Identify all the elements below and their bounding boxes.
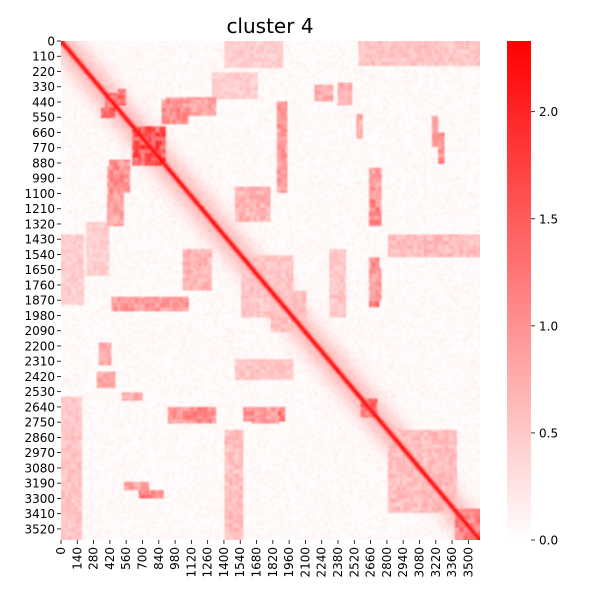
- y-tick-label: 1650: [24, 263, 55, 277]
- heatmap-plot-area: [61, 41, 480, 540]
- y-tick-label: 2750: [24, 416, 55, 430]
- x-tick-label: 3360: [445, 547, 459, 578]
- y-tick-label: 1210: [24, 202, 55, 216]
- x-tick-label: 280: [87, 547, 101, 570]
- y-tick-label: 3190: [24, 477, 55, 491]
- y-tick-label: 1870: [24, 294, 55, 308]
- x-tick-label: 420: [103, 547, 117, 570]
- y-tick-label: 2640: [24, 400, 55, 414]
- y-tick-label: 2530: [24, 385, 55, 399]
- y-tick-label: 2860: [24, 431, 55, 445]
- x-tick-label: 3080: [412, 547, 426, 578]
- x-axis: 0 140 280 420 560 700 840 980 1120 1260 1400 1540 16…: [54, 540, 475, 578]
- y-tick-label: 1980: [24, 309, 55, 323]
- y-tick-label: 2970: [24, 446, 55, 460]
- colorbar-tick-label: 1.5: [539, 212, 558, 226]
- x-tick-label: 2660: [364, 547, 378, 578]
- x-tick-label: 1120: [184, 547, 198, 578]
- y-tick-label: 1100: [24, 187, 55, 201]
- x-tick-label: 140: [70, 547, 84, 570]
- heatmap-cells: [61, 41, 480, 540]
- y-tick-label: 770: [32, 141, 55, 155]
- x-tick-label: 1680: [250, 547, 264, 578]
- x-tick-label: 700: [135, 547, 149, 570]
- x-tick-label: 2240: [315, 547, 329, 578]
- x-tick-label: 3500: [461, 547, 475, 578]
- y-tick-label: 2090: [24, 324, 55, 338]
- x-tick-label: 1820: [266, 547, 280, 578]
- y-tick-label: 1760: [24, 278, 55, 292]
- x-tick-label: 2100: [298, 547, 312, 578]
- y-tick-label: 3080: [24, 461, 55, 475]
- y-tick-label: 1320: [24, 217, 55, 231]
- x-tick-label: 560: [119, 547, 133, 570]
- x-tick-label: 1260: [201, 547, 215, 578]
- x-tick-label: 3220: [429, 547, 443, 578]
- colorbar-tick-label: 2.0: [539, 105, 558, 119]
- y-tick-label: 3300: [24, 492, 55, 506]
- x-tick-label: 2800: [380, 547, 394, 578]
- y-tick-label: 440: [32, 95, 55, 109]
- y-tick-label: 2200: [24, 339, 55, 353]
- y-tick-label: 660: [32, 126, 55, 140]
- y-tick-label: 220: [32, 65, 55, 79]
- y-tick-label: 550: [32, 111, 55, 125]
- y-tick-label: 880: [32, 156, 55, 170]
- x-tick-label: 2940: [396, 547, 410, 578]
- y-tick-label: 330: [32, 80, 55, 94]
- y-tick-label: 3520: [24, 522, 55, 536]
- y-tick-label: 110: [32, 50, 55, 64]
- chart-title: cluster 4: [226, 14, 313, 38]
- colorbar-tick-label: 0.0: [539, 534, 558, 548]
- x-tick-label: 840: [152, 547, 166, 570]
- colorbar-tick-label: 1.0: [539, 319, 558, 333]
- y-tick-label: 2310: [24, 355, 55, 369]
- x-tick-label: 980: [168, 547, 182, 570]
- y-tick-label: 3410: [24, 507, 55, 521]
- y-tick-label: 1430: [24, 233, 55, 247]
- colorbar-tick-label: 0.5: [539, 426, 558, 440]
- colorbar: [507, 41, 531, 540]
- x-tick-label: 2380: [331, 547, 345, 578]
- x-tick-label: 1400: [217, 547, 231, 578]
- y-tick-label: 990: [32, 172, 55, 186]
- x-tick-label: 1960: [282, 547, 296, 578]
- y-tick-label: 1540: [24, 248, 55, 262]
- x-tick-label: 0: [54, 547, 68, 555]
- colorbar-axis: 0.0 0.5 1.0 1.5 2.0: [531, 105, 558, 548]
- x-tick-label: 1540: [233, 547, 247, 578]
- y-tick-label: 2420: [24, 370, 55, 384]
- y-tick-label: 0: [47, 35, 55, 49]
- x-tick-label: 2520: [347, 547, 361, 578]
